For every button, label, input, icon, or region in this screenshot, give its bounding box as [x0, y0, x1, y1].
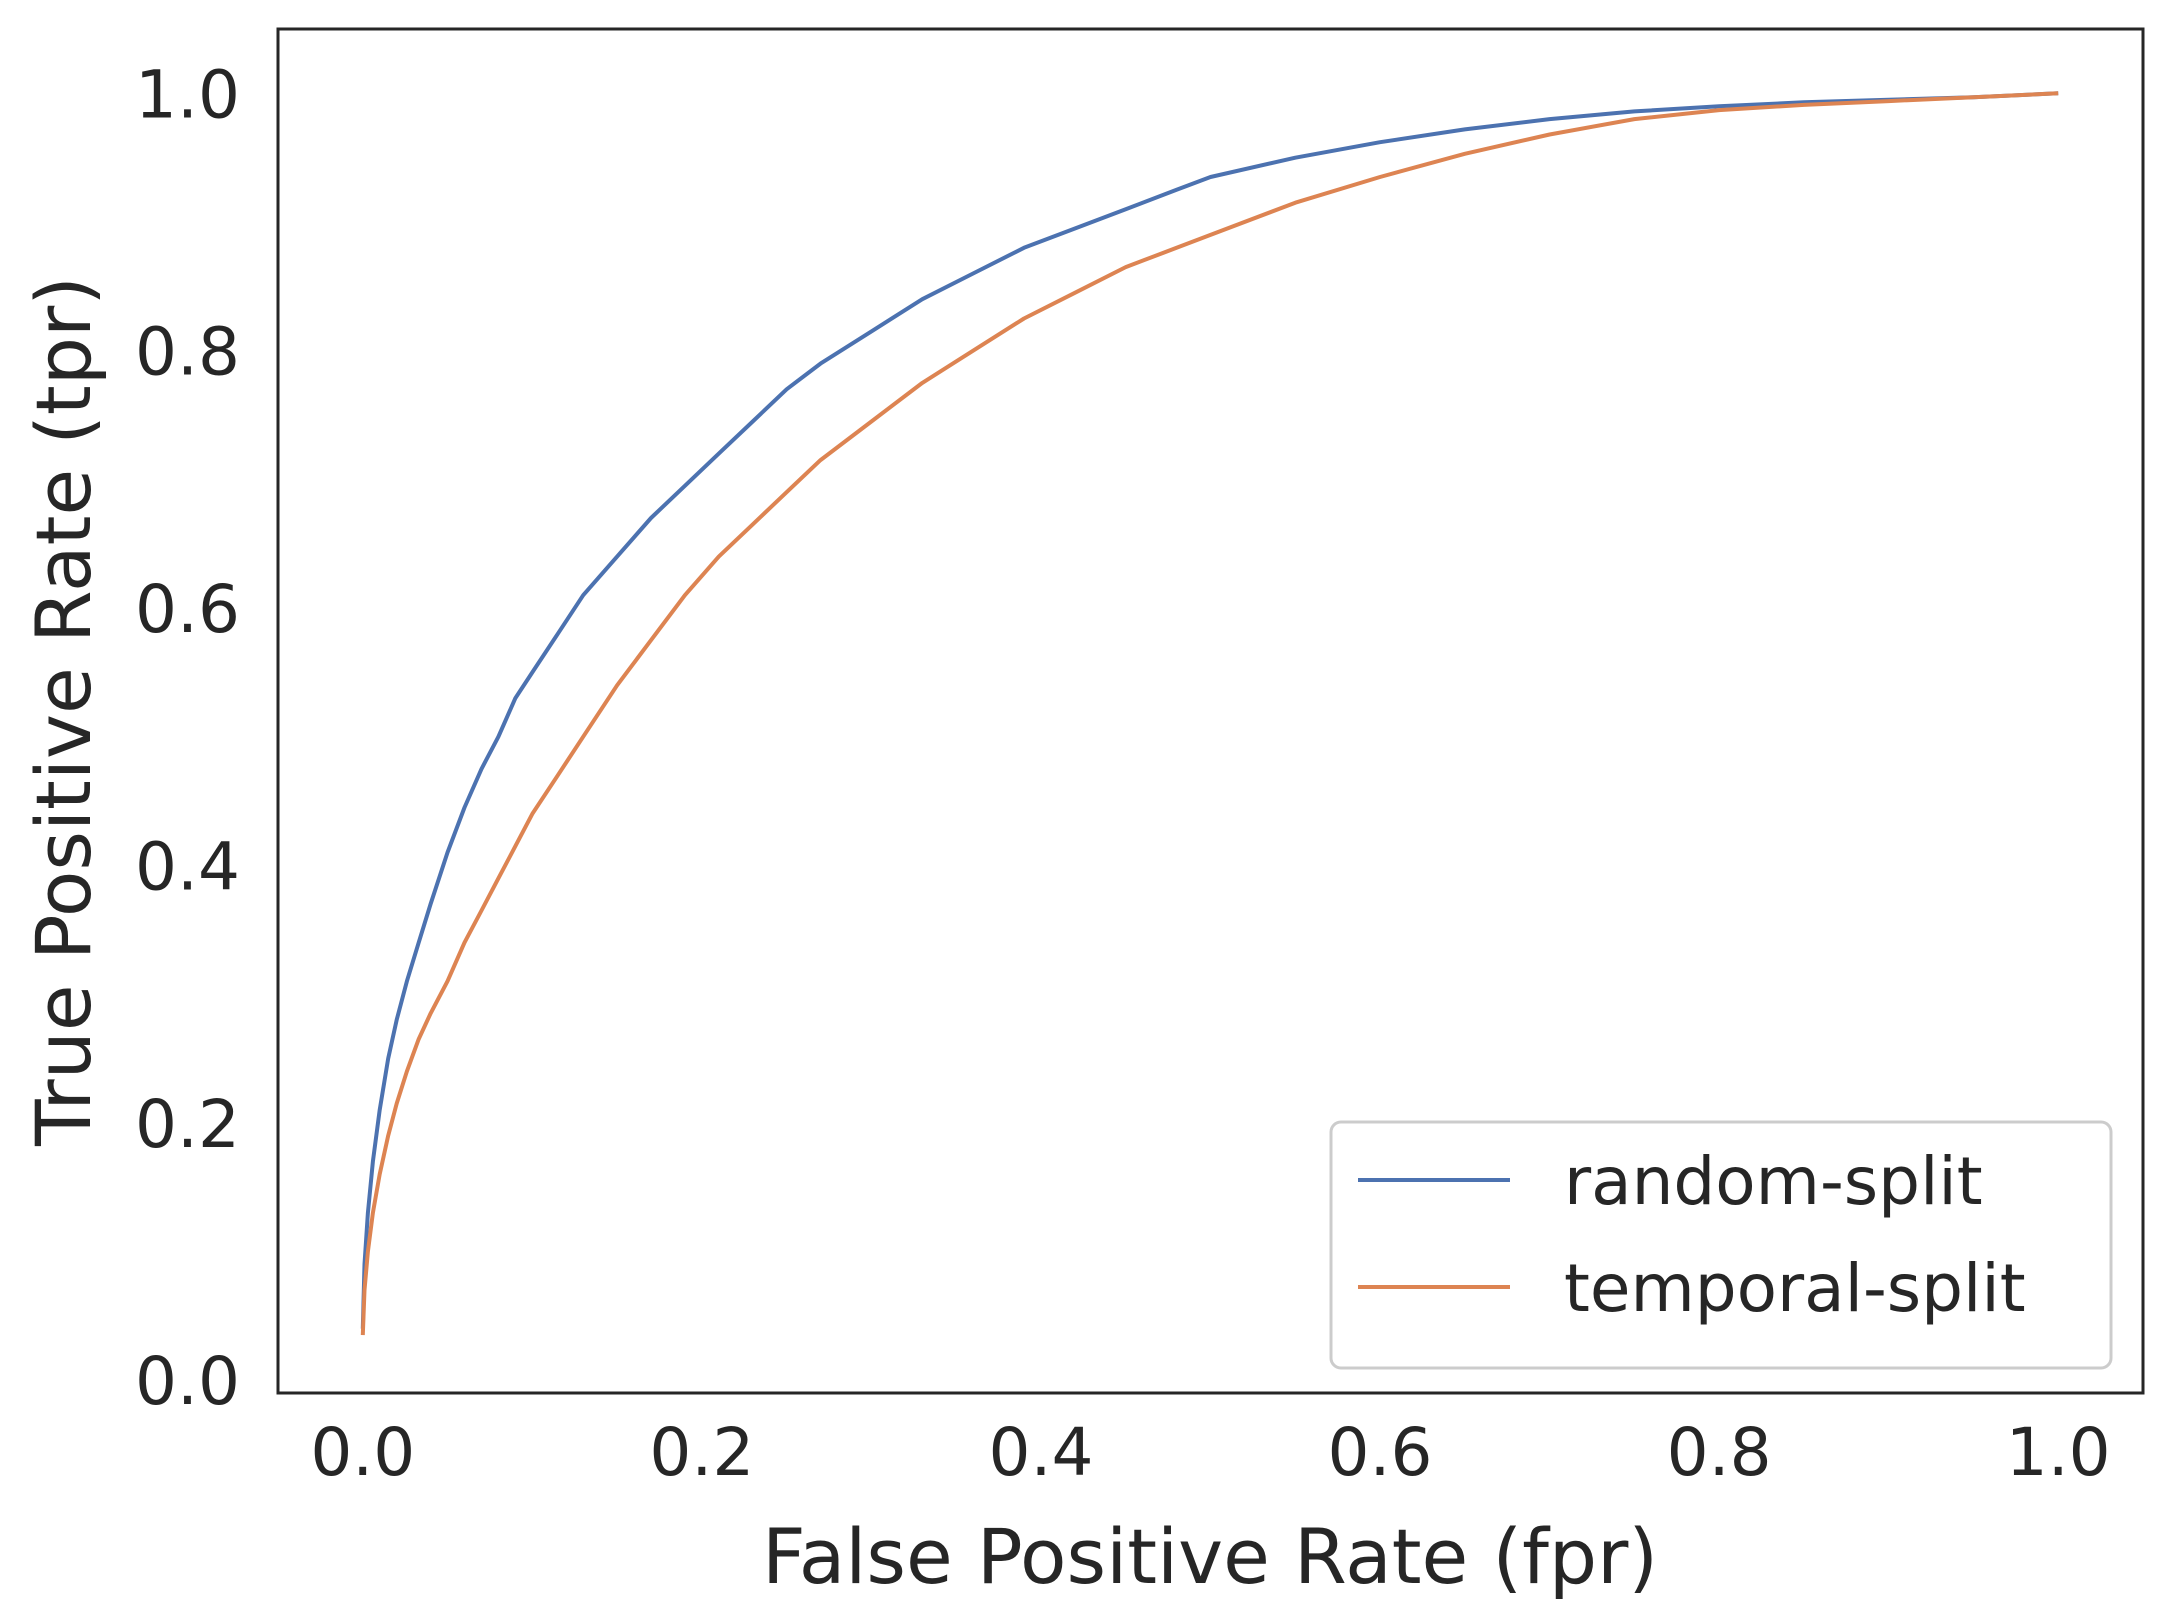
y-tick-label: 0.2 — [135, 1086, 240, 1163]
y-tick-label: 0.0 — [135, 1343, 240, 1420]
y-tick-label: 0.8 — [135, 314, 240, 391]
x-axis-label: False Positive Rate (fpr) — [762, 1512, 1658, 1601]
x-tick-label: 0.8 — [1667, 1414, 1772, 1491]
y-axis-label: True Positive Rate (tpr) — [19, 276, 108, 1147]
legend-box — [1329, 1120, 2113, 1370]
x-tick-label: 0.6 — [1328, 1414, 1433, 1491]
series-layer — [360, 91, 2059, 1336]
series-line-temporal-split — [360, 91, 2059, 1336]
y-tick-label: 0.6 — [135, 571, 240, 648]
x-tick-label: 0.4 — [989, 1414, 1094, 1491]
legend: random-split temporal-split — [1329, 1120, 2113, 1370]
legend-label-random-split: random-split — [1564, 1143, 1983, 1220]
y-tick-label: 0.4 — [135, 828, 240, 905]
y-tick-labels: 0.0 0.2 0.4 0.6 0.8 1.0 — [135, 56, 240, 1420]
x-tick-label: 0.0 — [310, 1414, 415, 1491]
x-tick-labels: 0.0 0.2 0.4 0.6 0.8 1.0 — [310, 1414, 2110, 1491]
series-line-random-split — [360, 91, 2059, 1329]
y-tick-label: 1.0 — [135, 56, 240, 133]
x-tick-label: 0.2 — [649, 1414, 754, 1491]
x-tick-label: 1.0 — [2006, 1414, 2111, 1491]
legend-label-temporal-split: temporal-split — [1564, 1250, 2026, 1327]
